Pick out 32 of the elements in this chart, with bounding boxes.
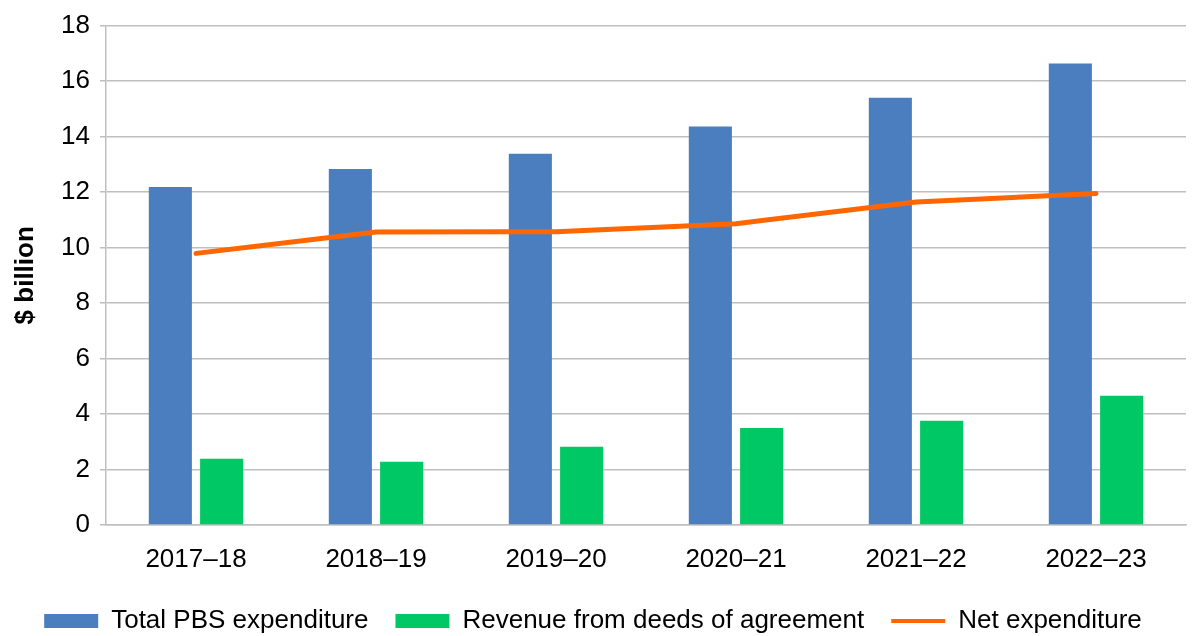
bar [328, 169, 372, 525]
bar [740, 427, 784, 525]
bar [200, 458, 244, 525]
bar [920, 420, 964, 525]
x-tick-label: 2021–22 [865, 542, 967, 573]
y-axis-title: $ billion [8, 226, 39, 325]
bar [508, 153, 552, 525]
legend-label: Net expenditure [958, 604, 1142, 635]
x-tick-label: 2022–23 [1045, 542, 1147, 573]
y-tick-label: 10 [61, 230, 90, 261]
bar [560, 446, 604, 525]
legend-label: Total PBS expenditure [111, 604, 369, 635]
y-tick-label: 14 [61, 119, 90, 150]
y-tick-label: 0 [75, 508, 90, 539]
bar [148, 187, 192, 525]
bar [868, 97, 912, 525]
bar [380, 461, 424, 525]
y-tick-label: 18 [61, 8, 90, 39]
y-tick-label: 16 [61, 64, 90, 95]
bar [1048, 63, 1092, 525]
x-tick-label: 2018–19 [325, 542, 427, 573]
y-tick-label: 8 [75, 286, 90, 317]
x-tick-label: 2019–20 [505, 542, 607, 573]
x-tick-label: 2020–21 [685, 542, 787, 573]
y-tick-label: 6 [75, 341, 90, 372]
y-tick-label: 12 [61, 175, 90, 206]
legend-label: Revenue from deeds of agreement [462, 604, 866, 635]
y-tick-label: 4 [75, 397, 90, 428]
x-tick-label: 2017–18 [145, 542, 247, 573]
bar [688, 126, 732, 525]
bar [1100, 395, 1144, 525]
y-tick-label: 2 [75, 452, 90, 483]
